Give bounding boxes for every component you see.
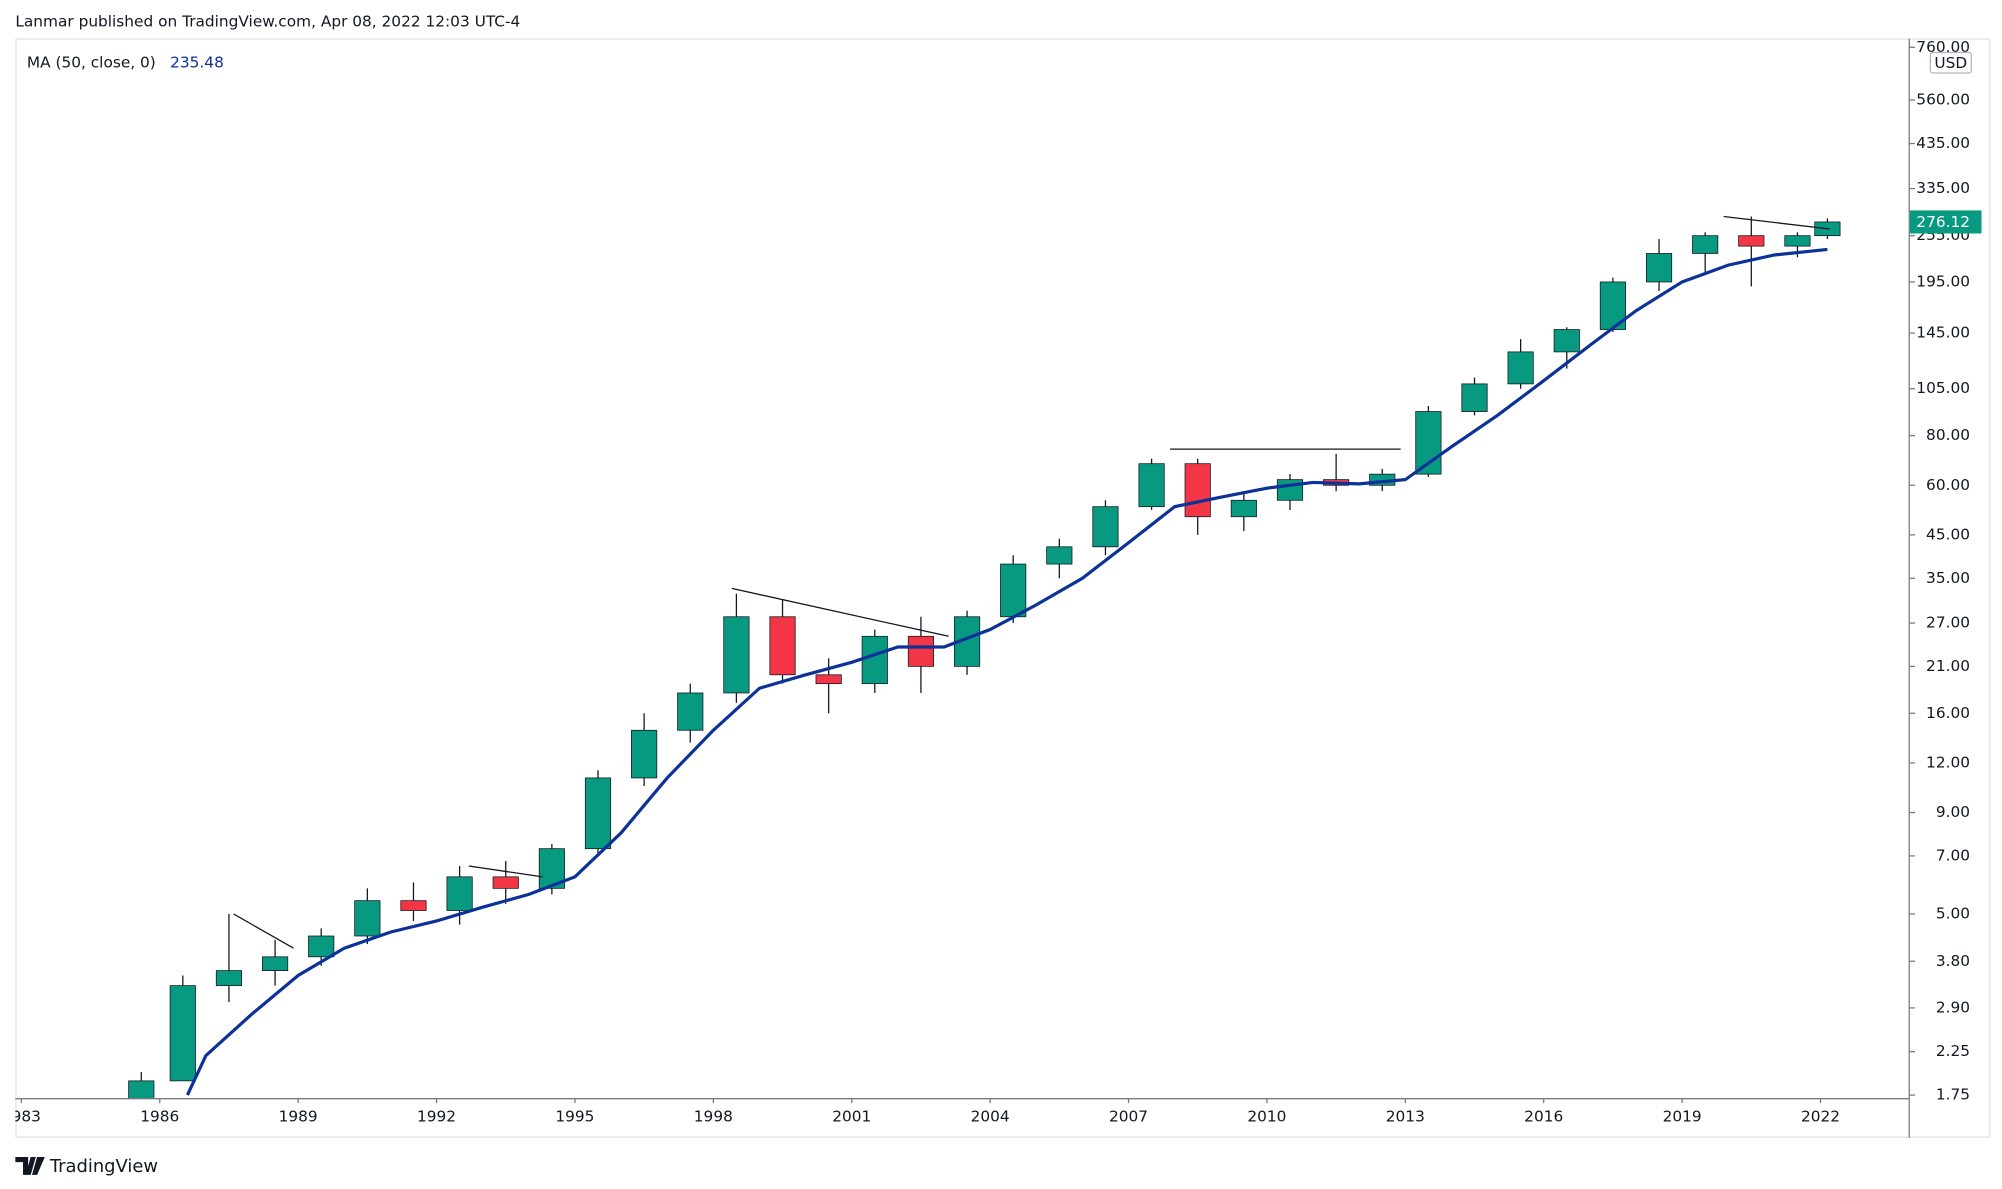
time-axis: 1983 1986 1989 1992 1995 1998 2001 2004 2007 2010… <box>2 1098 1840 1126</box>
trendline <box>468 865 543 878</box>
candle-body <box>1738 235 1765 247</box>
trendline <box>731 587 949 637</box>
x-tick-label: 1986 <box>140 1108 179 1126</box>
candle-body <box>1230 499 1257 518</box>
y-tick-label: 7.00 <box>1936 846 1970 864</box>
candle-body <box>308 935 335 958</box>
candle-body <box>128 1080 155 1099</box>
x-tick-label: 1983 <box>2 1108 41 1126</box>
candle-body <box>584 777 612 850</box>
candle-body <box>1507 351 1534 385</box>
indicator-name: MA (50, close, 0) <box>27 53 156 71</box>
y-tick-label: 16.00 <box>1926 704 1970 722</box>
y-tick-label: 3.80 <box>1936 952 1970 970</box>
candle-body <box>354 900 381 937</box>
x-tick-label: 2022 <box>1801 1108 1840 1126</box>
candle-body <box>631 729 658 779</box>
candle-body <box>1046 546 1073 565</box>
y-tick-label: 27.00 <box>1926 614 1970 632</box>
y-tick-label: 80.00 <box>1926 426 1970 444</box>
x-tick-label: 1998 <box>694 1108 733 1126</box>
y-tick-label: 2.90 <box>1936 998 1970 1016</box>
y-tick-label: 195.00 <box>1916 272 1970 290</box>
currency-label: USD <box>1934 54 1967 72</box>
candle-body <box>400 900 427 911</box>
candle-body <box>677 692 704 731</box>
y-tick-label: 1.75 <box>1936 1086 1970 1104</box>
y-tick-label: 145.00 <box>1916 324 1970 342</box>
tradingview-logo: TradingView <box>15 1156 158 1177</box>
x-tick-label: 2016 <box>1524 1108 1563 1126</box>
footer-brand: TradingView <box>49 1156 158 1177</box>
y-tick-label: 45.00 <box>1926 525 1970 543</box>
y-tick-label: 12.00 <box>1926 753 1970 771</box>
candle-body <box>1415 411 1442 475</box>
y-tick-label: 760.00 <box>1916 38 1970 56</box>
candle-body <box>1461 383 1488 412</box>
y-tick-label: 5.00 <box>1936 904 1970 922</box>
x-tick-label: 1992 <box>417 1108 456 1126</box>
plot-area <box>128 215 1841 1099</box>
y-tick-label: 60.00 <box>1926 476 1970 494</box>
x-tick-label: 1989 <box>279 1108 318 1126</box>
candle-body <box>1138 463 1165 508</box>
indicator-value: 235.48 <box>170 53 224 71</box>
candle-body <box>907 635 934 667</box>
x-tick-label: 2013 <box>1386 1108 1425 1126</box>
y-tick-label: 9.00 <box>1936 803 1970 821</box>
candle-body <box>446 876 473 911</box>
x-tick-label: 2004 <box>971 1108 1010 1126</box>
trendline <box>233 913 294 949</box>
x-tick-label: 2001 <box>832 1108 871 1126</box>
currency-box <box>1929 51 1972 74</box>
y-tick-label: 335.00 <box>1916 179 1970 197</box>
candle-body <box>815 674 842 685</box>
last-price-label: 276.12 <box>1916 213 1970 231</box>
candle-body <box>1000 563 1027 618</box>
candle-body <box>215 970 243 987</box>
x-tick-label: 1995 <box>555 1108 594 1126</box>
y-tick-label: 435.00 <box>1916 134 1970 152</box>
candle-body <box>262 956 289 971</box>
candle-body <box>1092 506 1119 548</box>
candle-body <box>769 616 796 676</box>
chart-frame <box>15 38 1991 1138</box>
candle-body <box>1692 235 1719 254</box>
moving-average-line <box>185 247 1828 1096</box>
publish-header: Lanmar published on TradingView.com, Apr… <box>15 12 520 30</box>
y-tick-label: 560.00 <box>1916 90 1970 108</box>
x-tick-label: 2010 <box>1247 1108 1286 1126</box>
candle-body <box>492 876 519 889</box>
candle-body <box>861 635 888 685</box>
y-tick-label: 2.25 <box>1936 1042 1970 1060</box>
candle-body <box>1784 235 1811 247</box>
price-axis: 760.00560.00435.00335.00255.00195.00145.… <box>1908 38 1982 1104</box>
candle-body <box>1184 463 1211 518</box>
y-tick-label: 35.00 <box>1926 569 1970 587</box>
y-tick-label: 105.00 <box>1916 379 1970 397</box>
candle-body <box>169 985 196 1082</box>
y-tick-label: 21.00 <box>1926 657 1970 675</box>
x-tick-label: 2007 <box>1109 1108 1148 1126</box>
last-price-box <box>1909 210 1982 234</box>
trendline <box>1723 215 1830 230</box>
x-tick-label: 2019 <box>1663 1108 1702 1126</box>
candle-body <box>1645 253 1673 283</box>
candle-body <box>1553 329 1580 353</box>
candle-body <box>723 616 750 694</box>
